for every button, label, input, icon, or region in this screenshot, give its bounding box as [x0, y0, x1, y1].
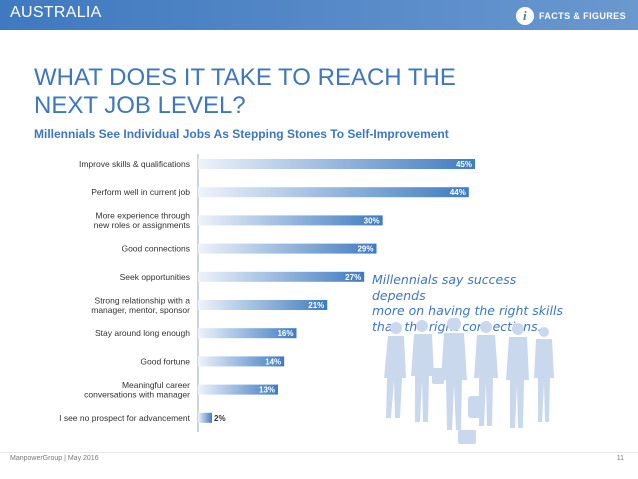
category-label: Good fortune: [140, 356, 190, 366]
info-icon: i: [515, 7, 534, 25]
category-label: Strong relationship with a: [95, 295, 191, 305]
header-bar: AUSTRALIA i FACTS & FIGURES: [0, 0, 638, 30]
data-label: 13%: [259, 386, 275, 395]
bar: [198, 271, 365, 282]
category-label: I see no prospect for advancement: [59, 413, 191, 423]
data-label: 27%: [345, 273, 361, 282]
bar: [198, 187, 469, 198]
callout-line-1: Millennials say success depends: [372, 272, 517, 303]
page-title: WHAT DOES IT TAKE TO REACH THE NEXT JOB …: [34, 64, 554, 120]
data-label: 44%: [450, 188, 466, 197]
category-label: Good connections: [121, 244, 190, 254]
data-label: 29%: [357, 245, 373, 254]
data-label: 2%: [214, 414, 226, 423]
category-label: manager, mentor, sponsor: [91, 305, 190, 315]
bar: [198, 412, 212, 423]
bar: [198, 300, 328, 310]
data-label: 21%: [308, 301, 324, 310]
facts-figures-badge: i FACTS & FIGURES: [515, 6, 626, 26]
title-line-1: WHAT DOES IT TAKE TO REACH THE: [34, 64, 456, 91]
bar-chart: 45% Improve skills & qualifications 44% Per…: [59, 154, 475, 432]
category-label: Meaningful career: [122, 380, 190, 390]
page-number: 11: [616, 455, 624, 462]
category-label: conversations with manager: [84, 389, 190, 399]
data-label: 16%: [277, 329, 293, 338]
bar: [198, 243, 377, 254]
footer-source: ManpowerGroup | May 2016: [10, 455, 99, 462]
bar: [198, 356, 285, 367]
facts-figures-label: FACTS & FIGURES: [538, 11, 626, 21]
bar: [198, 328, 297, 339]
data-label: 45%: [456, 160, 472, 169]
page-subtitle: Millennials See Individual Jobs As Stepp…: [34, 127, 449, 141]
data-label: 30%: [364, 216, 380, 225]
millennials-illustration: [384, 318, 554, 444]
title-line-2: NEXT JOB LEVEL?: [34, 92, 246, 119]
category-label: new roles or assignments: [94, 220, 190, 230]
category-label: Stay around long enough: [95, 328, 190, 338]
bar: [198, 384, 279, 395]
country-title: AUSTRALIA: [10, 4, 102, 21]
bar: [198, 159, 475, 169]
footer-rule: [0, 452, 638, 453]
bar: [198, 215, 383, 226]
category-label: Seek opportunities: [120, 272, 190, 282]
category-label: Perform well in current job: [91, 187, 190, 197]
callout-line-2: more on having the right skills: [372, 303, 563, 318]
callout-text: Millennials say success depends more on …: [372, 272, 572, 334]
category-label: More experience through: [95, 211, 190, 221]
data-label: 14%: [265, 357, 281, 366]
category-label: Improve skills & qualifications: [79, 159, 190, 169]
